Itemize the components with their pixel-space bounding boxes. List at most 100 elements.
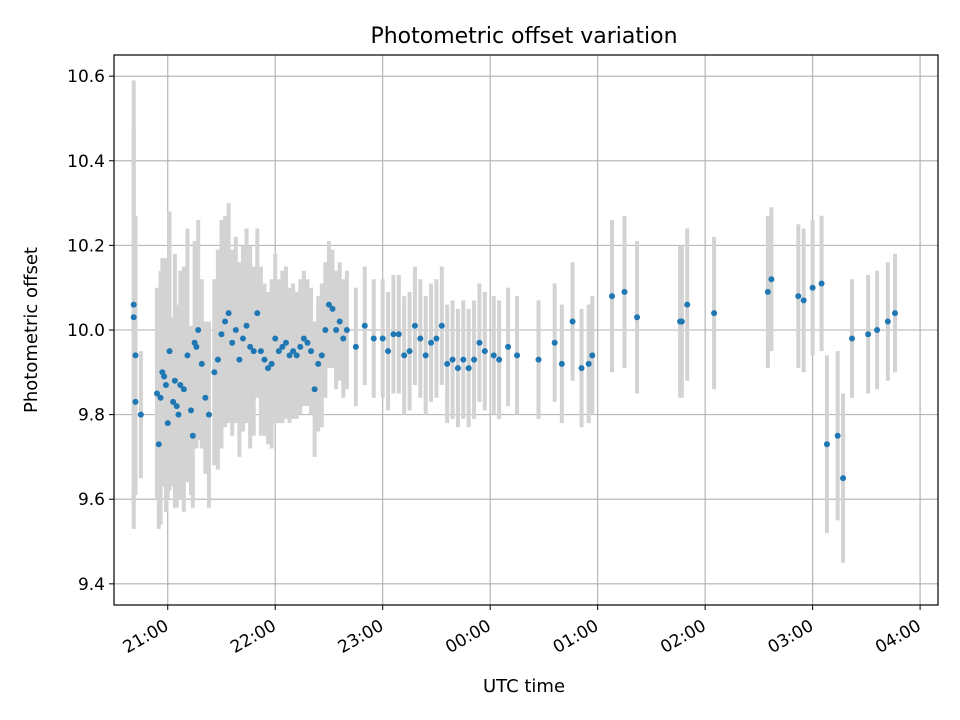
data-point [236,356,243,363]
data-point [257,348,264,355]
data-point [684,301,691,308]
data-point [180,386,187,393]
data-point [293,352,300,359]
data-point [840,475,847,482]
data-point [438,322,445,329]
data-point [490,352,497,359]
data-point [311,386,318,393]
data-point [514,352,521,359]
data-point [558,360,565,367]
data-point [177,382,184,388]
data-point [569,318,576,325]
data-point [444,360,451,367]
data-point [329,305,336,312]
data-point [874,327,881,333]
data-point [390,331,397,338]
data-point [318,352,325,359]
data-point [195,327,202,333]
data-point [481,348,488,355]
data-point [171,377,178,384]
data-point [454,365,461,372]
data-point [222,318,229,325]
data-point [300,335,307,342]
data-point [422,352,429,359]
data-point [155,441,162,448]
data-point [678,318,685,325]
data-point [132,398,139,405]
data-point [433,335,440,342]
data-points [130,276,899,482]
y-axis-label: Photometric offset [21,247,42,413]
data-point [315,360,322,367]
data-point [325,301,332,308]
data-point [336,318,343,325]
x-axis-label: UTC time [483,676,565,697]
data-point [170,398,177,405]
data-point [849,335,856,342]
data-point [189,432,196,439]
data-point [198,360,205,367]
data-point [250,348,257,355]
data-point [304,339,311,346]
data-point [460,356,467,363]
data-point [286,352,293,359]
data-point [795,293,802,300]
data-point [823,441,830,448]
data-point [229,339,236,346]
data-point [417,335,424,342]
data-point [465,365,472,372]
y-tick-label: 10.6 [67,67,105,87]
data-point [884,318,891,325]
data-point [865,331,872,338]
data-point [834,432,841,439]
data-point [333,327,340,333]
data-point [428,339,435,346]
data-point [621,288,628,295]
data-point [634,314,641,321]
data-point [385,348,392,355]
data-point [322,327,329,333]
data-point [232,327,239,333]
data-point [608,293,615,300]
grid [114,55,938,605]
data-point [352,343,359,350]
data-point [471,356,478,363]
data-point [157,394,164,401]
data-point [218,331,225,338]
data-point [225,310,232,317]
data-point [297,343,304,350]
data-point [214,356,221,363]
data-point [535,356,542,363]
data-point [130,314,137,321]
data-point [406,348,413,355]
data-point [476,339,483,346]
data-point [411,322,418,329]
data-point [243,322,250,329]
data-point [379,335,386,342]
data-point [272,335,279,342]
y-tick-label: 10.0 [67,321,105,341]
data-point [279,343,286,350]
data-point [239,335,246,342]
data-point [175,411,182,418]
data-point [130,301,137,308]
data-point [585,360,592,367]
data-point [268,360,275,367]
data-point [768,276,775,283]
chart-title: Photometric offset variation [370,24,677,49]
data-point [361,322,368,329]
data-point [137,411,144,418]
data-point [247,343,254,350]
data-point [809,284,816,291]
data-point [193,343,200,350]
data-point [578,365,585,372]
data-point [211,369,218,376]
data-point [261,356,268,363]
data-point [254,310,261,317]
data-point [275,348,282,355]
y-tick-label: 9.8 [78,406,105,426]
data-point [132,352,139,359]
data-point [188,407,195,414]
data-point [340,335,347,342]
